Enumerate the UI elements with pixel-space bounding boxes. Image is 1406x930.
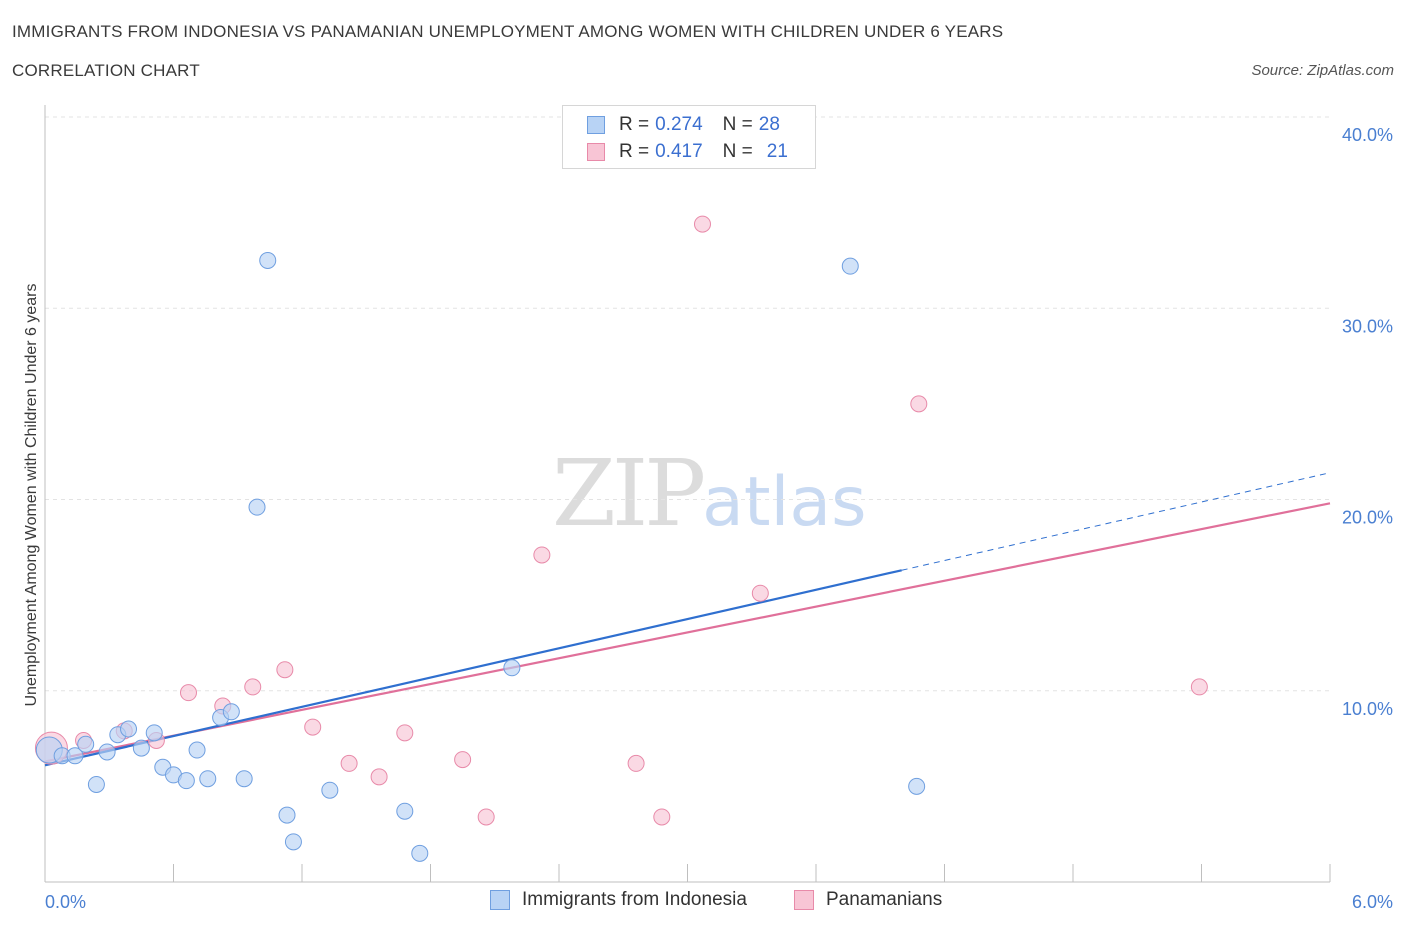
indonesia-point bbox=[132, 739, 150, 757]
indonesia-point bbox=[120, 720, 138, 738]
watermark-atlas: atlas bbox=[702, 463, 867, 542]
indonesia-point bbox=[87, 775, 105, 793]
bottom-legend-swatch-pink bbox=[794, 890, 814, 910]
chart-subtitle: CORRELATION CHART bbox=[12, 61, 200, 80]
legend-n-value: 21 bbox=[766, 141, 788, 162]
source-label: Source: ZipAtlas.com bbox=[1251, 62, 1394, 79]
indonesia-point bbox=[321, 781, 339, 799]
y-axis-label: Unemployment Among Women with Children U… bbox=[23, 283, 40, 706]
bottom-legend-label: Panamanians bbox=[826, 889, 943, 910]
x-tick-label: 6.0% bbox=[1352, 892, 1393, 912]
indonesia-point bbox=[396, 802, 414, 820]
legend-r-value: 0.417 bbox=[655, 141, 703, 162]
panamanian-point bbox=[454, 751, 472, 769]
tick-labels: 10.0% 20.0% 30.0% 40.0% 0.0% 6.0% bbox=[45, 125, 1393, 912]
panamanian-point bbox=[653, 808, 671, 826]
x-tick-label: 0.0% bbox=[45, 892, 86, 912]
legend-row-indonesia: R = 0.274 N = 28 bbox=[587, 112, 800, 138]
indonesia-point bbox=[284, 833, 302, 851]
y-tick-label: 10.0% bbox=[1342, 699, 1393, 719]
indonesia-point bbox=[145, 724, 163, 742]
data-points bbox=[34, 215, 1208, 862]
legend-n-label: N = bbox=[722, 141, 753, 162]
bottom-legend-panamanians: Panamanians bbox=[794, 889, 942, 911]
indonesia-point bbox=[199, 770, 217, 788]
panamanian-trend-line bbox=[44, 502, 1331, 763]
legend-n-value: 28 bbox=[758, 114, 780, 135]
bottom-legend-swatch-blue bbox=[490, 890, 510, 910]
trend-lines bbox=[44, 472, 1331, 767]
indonesia-point bbox=[278, 806, 296, 824]
panamanian-point bbox=[396, 724, 414, 742]
legend-r-label: R = bbox=[619, 141, 650, 162]
y-tick-label: 20.0% bbox=[1342, 508, 1393, 528]
indonesia-point bbox=[98, 743, 116, 761]
legend-n-label: N = bbox=[722, 114, 753, 135]
correlation-legend: R = 0.274 N = 28 R = 0.417 N = 21 bbox=[562, 105, 816, 169]
indonesia-point bbox=[66, 747, 84, 765]
panamanian-point bbox=[477, 808, 495, 826]
axes bbox=[44, 105, 1331, 883]
panamanian-point bbox=[1190, 678, 1208, 696]
indonesia-point bbox=[503, 659, 521, 677]
indonesia-point bbox=[411, 844, 429, 862]
panamanian-point bbox=[276, 661, 294, 679]
indonesia-point bbox=[841, 257, 859, 275]
legend-swatch-pink bbox=[587, 143, 605, 161]
panamanian-point bbox=[304, 718, 322, 736]
legend-r-value: 0.274 bbox=[655, 114, 703, 135]
indonesia-point bbox=[222, 703, 240, 721]
y-tick-label: 30.0% bbox=[1342, 316, 1393, 336]
legend-row-panamanian: R = 0.417 N = 21 bbox=[587, 139, 808, 165]
legend-r-label: R = bbox=[619, 114, 650, 135]
indonesia-point bbox=[188, 741, 206, 759]
panamanian-point bbox=[693, 215, 711, 233]
indonesia-point bbox=[259, 251, 277, 269]
grid-lines bbox=[45, 116, 1330, 692]
panamanian-point bbox=[533, 546, 551, 564]
panamanian-point bbox=[179, 684, 197, 702]
watermark: ZIPatlas bbox=[552, 440, 867, 547]
indonesia-trend-extension bbox=[901, 472, 1331, 571]
panamanian-point bbox=[370, 768, 388, 786]
bottom-legend-label: Immigrants from Indonesia bbox=[522, 889, 747, 910]
panamanian-point bbox=[910, 395, 928, 413]
indonesia-point bbox=[248, 498, 266, 516]
panamanian-point bbox=[340, 754, 358, 772]
chart-title: IMMIGRANTS FROM INDONESIA VS PANAMANIAN … bbox=[12, 22, 1004, 41]
indonesia-trend-line bbox=[44, 569, 902, 767]
legend-swatch-blue bbox=[587, 116, 605, 134]
panamanian-point bbox=[751, 584, 769, 602]
indonesia-point bbox=[235, 770, 253, 788]
indonesia-point bbox=[908, 777, 926, 795]
indonesia-point bbox=[177, 772, 195, 790]
y-tick-label: 40.0% bbox=[1342, 125, 1393, 145]
panamanian-point bbox=[627, 754, 645, 772]
watermark-zip: ZIP bbox=[552, 440, 706, 547]
panamanian-point bbox=[244, 678, 262, 696]
indonesia-point bbox=[77, 735, 95, 753]
bottom-legend-indonesia: Immigrants from Indonesia bbox=[490, 889, 747, 911]
